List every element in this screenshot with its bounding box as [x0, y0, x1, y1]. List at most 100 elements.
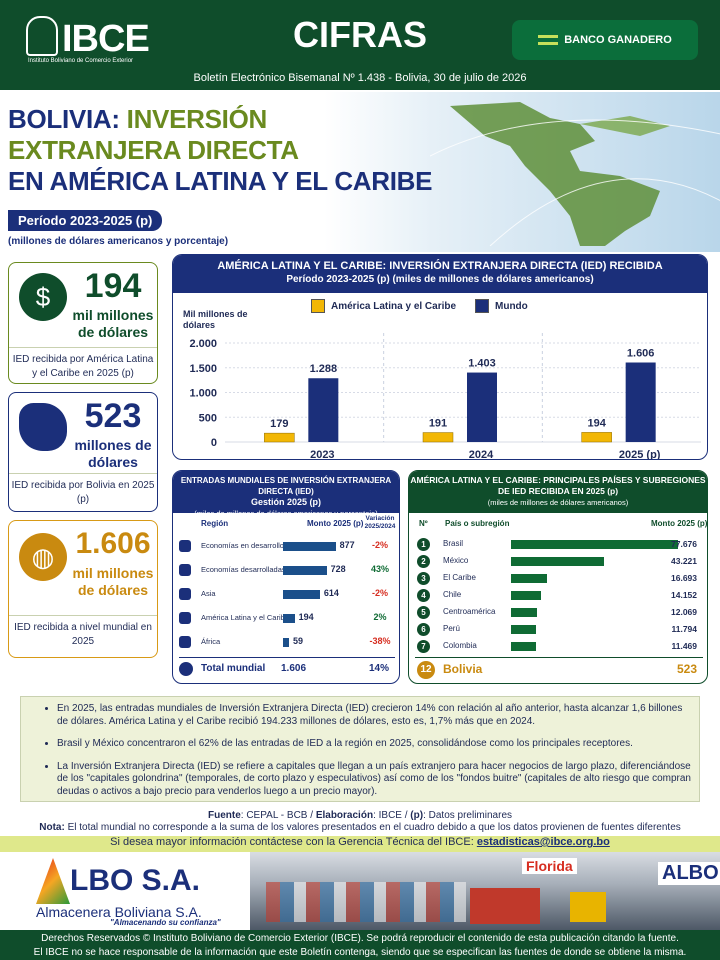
region-name: África [201, 637, 221, 646]
legend-label: Mundo [495, 300, 528, 312]
rank-badge: 2 [417, 555, 430, 568]
stat-description: IED recibida a nivel mundial en 2025 [9, 615, 157, 649]
world-table-subtitle: (miles de millones de dólares americanos… [194, 509, 378, 518]
amount-value: 16.693 [671, 573, 697, 583]
y-tick-label: 500 [199, 412, 217, 424]
logo-subtitle: Instituto Boliviano de Comercio Exterior [28, 58, 134, 64]
data-label: 191 [429, 418, 447, 430]
amount-bar [511, 591, 542, 600]
y-tick-label: 1.500 [189, 363, 217, 375]
world-table-title2: Gestión 2025 (p) [250, 497, 322, 507]
country-name: Chile [443, 590, 462, 599]
legend-label: América Latina y el Caribe [331, 300, 457, 312]
bulletin-line: Boletín Electrónico Bisemanal Nº 1.438 -… [193, 72, 527, 84]
growth-chart-icon [179, 564, 191, 576]
legend-latam: América Latina y el Caribe [311, 299, 456, 313]
stat-card-latam: $ 194 mil millones de dólares IED recibi… [8, 262, 158, 384]
containers-shape [266, 882, 466, 922]
logo-text: IBCE [62, 18, 150, 60]
title-part-a: BOLIVIA: [8, 104, 127, 134]
contact-bar: Si desea mayor información contáctese co… [0, 836, 720, 852]
albo-advertisement[interactable]: LBO S.A. Almacenera Boliviana S.A. "Alma… [0, 852, 720, 930]
data-label: 1.403 [468, 358, 496, 370]
world-total-row: Total mundial 1.606 14% [179, 657, 395, 679]
x-tick-label: 2025 (p) [619, 449, 661, 460]
footer: Derechos Reservados © Instituto Bolivian… [0, 930, 720, 960]
amount-value: 614 [323, 588, 339, 598]
country-row: 7 Colombia 11.469 [409, 639, 707, 657]
variation-value: 43% [370, 564, 389, 574]
world-total-icon [179, 662, 193, 676]
sponsor-banner[interactable]: BANCO GANADERO [512, 20, 698, 60]
source-label: Fuente [208, 810, 241, 821]
amount-value: 77.676 [671, 539, 697, 549]
stat-card-world: ◍ 1.606 mil millones de dólares IED reci… [8, 520, 158, 658]
world-table-body: Región Monto 2025 (p) Variación 2025/202… [173, 515, 399, 683]
source-text: : CEPAL - BCB / [240, 810, 316, 821]
amount-value: 12.069 [671, 607, 697, 617]
ibce-logo[interactable]: IBCE Instituto Boliviano de Comercio Ext… [26, 14, 150, 64]
ied-chart-panel: AMÉRICA LATINA Y EL CARIBE: INVERSIÓN EX… [172, 254, 708, 460]
country-row: 3 El Caribe 16.693 [409, 571, 707, 589]
rank-badge: 6 [417, 623, 430, 636]
bolivia-rank: 12 [417, 661, 435, 679]
country-name: Centroamérica [443, 607, 496, 616]
country-row: 4 Chile 14.152 [409, 588, 707, 606]
rank-badge: 5 [417, 606, 430, 619]
latin-america-map-icon [430, 102, 720, 246]
truck-shape [470, 888, 540, 924]
elaboration-text: : IBCE / [373, 810, 411, 821]
stat-description: IED recibida por América Latina y el Car… [9, 347, 157, 381]
notes-box: En 2025, las entradas mundiales de Inver… [20, 696, 700, 802]
header-bar: IBCE Instituto Boliviano de Comercio Ext… [0, 0, 720, 90]
stat-label: mil millones de dólares [72, 307, 154, 340]
data-label: 179 [270, 418, 288, 430]
bolivia-row: 12 Bolivia 523 [415, 657, 703, 679]
countries-table-header: AMÉRICA LATINA Y EL CARIBE: PRINCIPALES … [409, 471, 707, 513]
contact-email-link[interactable]: estadisticas@ibce.org.bo [476, 836, 610, 848]
chart-subtitle: Período 2023-2025 (p) (miles de millones… [286, 274, 594, 285]
region-name: Asia [201, 589, 216, 598]
rank-badge: 3 [417, 572, 430, 585]
amount-value: 11.469 [671, 641, 697, 651]
section-title: CIFRAS [293, 14, 427, 55]
amount-bar [511, 540, 678, 549]
note-label: Nota: [39, 822, 65, 833]
rank-badge: 4 [417, 589, 430, 602]
y-tick-label: 0 [211, 437, 217, 449]
world-table-row: Economías en desarrollo 877 -2% [173, 537, 399, 555]
americas-icon [179, 612, 191, 624]
world-table-row: Economías desarrolladas 728 43% [173, 561, 399, 579]
note-item: En 2025, las entradas mundiales de Inver… [57, 703, 691, 728]
region-name: Economías en desarrollo [201, 541, 284, 550]
note-line: Nota: El total mundial no corresponde a … [0, 822, 720, 833]
globe-dollar-icon: $ [19, 273, 67, 321]
amount-bar [283, 566, 327, 575]
source-line: Fuente: CEPAL - BCB / Elaboración: IBCE … [0, 810, 720, 821]
region-name: Economías desarrolladas [201, 565, 286, 574]
amount-bar [283, 614, 295, 623]
countries-table-subtitle: (miles de millones de dólares americanos… [487, 498, 629, 507]
bar [264, 432, 295, 443]
country-name: El Caribe [443, 573, 476, 582]
y-tick-label: 1.000 [189, 388, 217, 400]
asia-globe-icon [179, 588, 191, 600]
col-region: Región [201, 519, 229, 528]
sponsor-name: BANCO GANADERO [564, 34, 672, 46]
legend-swatch [475, 299, 489, 313]
world-table-row: África 59 -38% [173, 633, 399, 651]
albo-company: Almacenera Boliviana S.A. [36, 904, 202, 920]
amount-bar [283, 542, 336, 551]
globe-icon: ◍ [19, 533, 67, 581]
warehouse-photo: Florida ALBO [250, 852, 720, 930]
bar [308, 378, 339, 442]
stat-card-bolivia: 523 millones de dólares IED recibida por… [8, 392, 158, 512]
col-variation: Variación 2025/2024 [364, 515, 396, 530]
countries-table-title2: DE IED RECIBIDA EN 2025 (p) [497, 486, 619, 496]
bar [581, 432, 612, 443]
col-amount: Monto 2025 (p) [651, 519, 708, 528]
data-label: 194 [587, 417, 606, 429]
world-table-title: ENTRADAS MUNDIALES DE INVERSIÓN EXTRANJE… [180, 476, 392, 496]
people-icon [179, 540, 191, 552]
world-ied-table: ENTRADAS MUNDIALES DE INVERSIÓN EXTRANJE… [172, 470, 400, 684]
